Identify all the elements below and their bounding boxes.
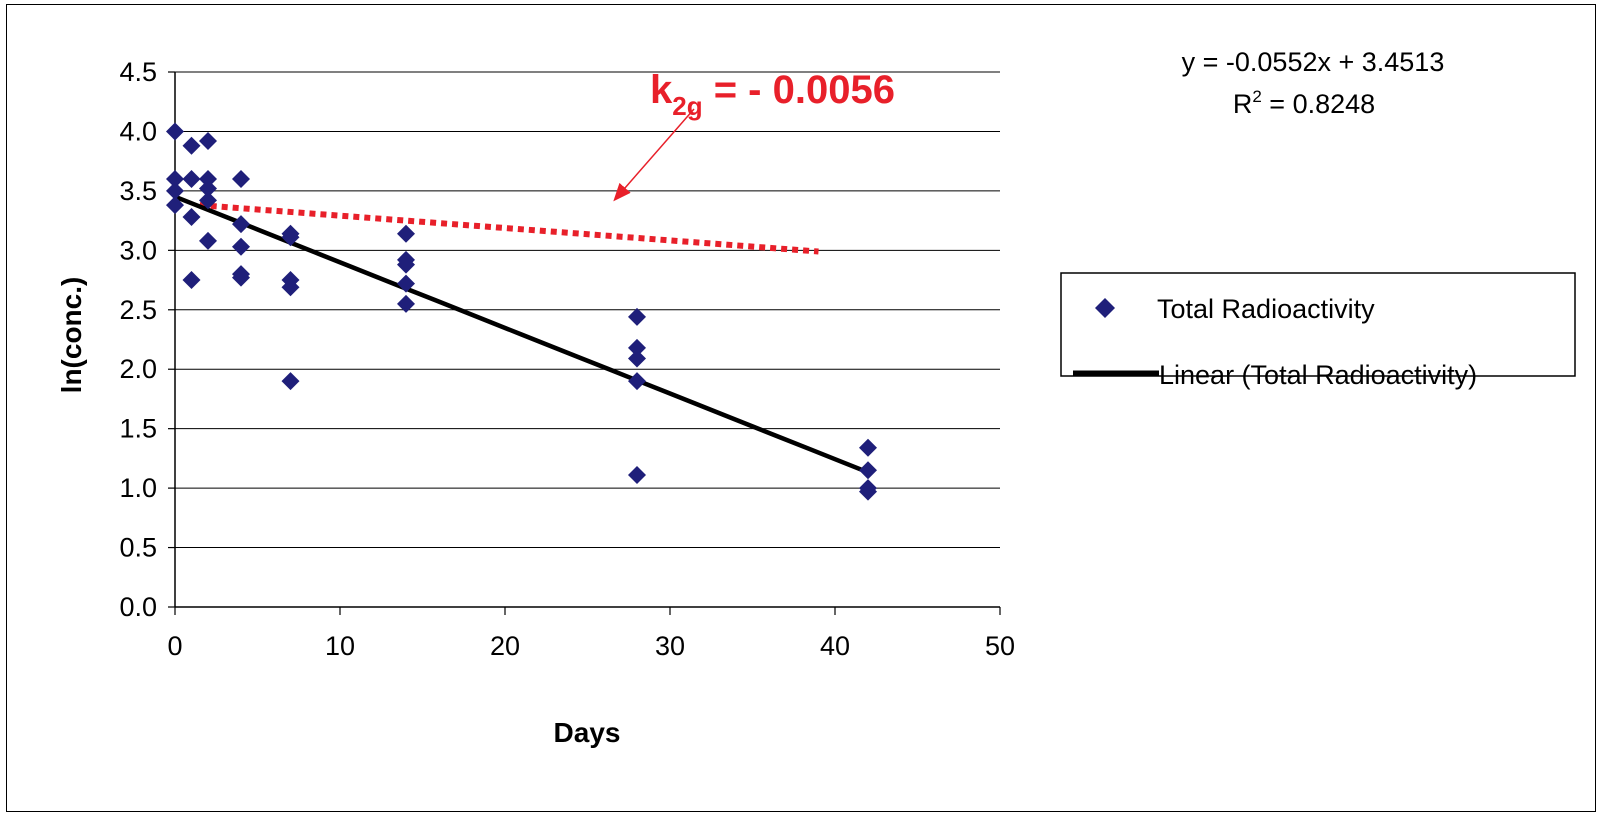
y-tick-label: 3.0 — [119, 235, 157, 265]
data-point — [199, 191, 217, 210]
data-point — [397, 224, 415, 243]
data-point — [281, 372, 300, 391]
data-points — [166, 122, 877, 501]
x-tick-label: 0 — [167, 631, 182, 661]
y-tick-label: 1.0 — [119, 473, 157, 503]
data-point — [281, 278, 300, 297]
k2g-arrow — [613, 108, 695, 202]
data-point — [182, 136, 201, 155]
y-axis-title: ln(conc.) — [56, 277, 87, 394]
y-tick-label: 2.0 — [119, 354, 157, 384]
data-point — [182, 208, 201, 227]
data-point — [232, 215, 250, 234]
data-point — [859, 438, 877, 457]
data-point — [859, 461, 877, 480]
data-point — [199, 179, 217, 198]
data-point — [628, 372, 646, 391]
linear-fit-line — [174, 194, 869, 475]
data-point — [628, 466, 646, 485]
annotations — [613, 108, 695, 202]
y-tick-label: 4.0 — [119, 116, 157, 146]
x-tick-label: 50 — [985, 631, 1015, 661]
legend: Total Radioactivity Linear (Total Radioa… — [1060, 272, 1576, 390]
x-tick-label: 40 — [820, 631, 850, 661]
k2g-dotted-line — [199, 202, 819, 255]
axes — [168, 71, 1001, 615]
y-tick-label: 4.5 — [119, 57, 157, 87]
x-axis-title: Days — [554, 717, 621, 748]
gridlines — [175, 71, 1000, 549]
x-tick-label: 10 — [325, 631, 355, 661]
k-label-value: = - 0.0056 — [703, 68, 895, 112]
data-point — [182, 170, 201, 188]
data-point — [199, 170, 217, 188]
data-point — [859, 482, 877, 501]
x-tick-label: 30 — [655, 631, 685, 661]
r-squared-prefix: R — [1233, 89, 1253, 119]
r-squared-value: = 0.8248 — [1262, 89, 1375, 119]
y-tick-label: 0.0 — [119, 592, 157, 622]
data-point — [397, 294, 415, 313]
data-point — [232, 237, 250, 256]
chart-canvas: 0.0 0.5 1.0 1.5 2.0 2.5 3.0 3.5 4.0 4.5 0 10 20 30 40 5… — [56, 47, 1576, 748]
data-point — [281, 228, 300, 247]
legend-item-linear-fit: Linear (Total Radioactivity) — [1159, 360, 1477, 390]
legend-box — [1060, 272, 1576, 377]
y-tick-label: 3.5 — [119, 176, 157, 206]
data-point — [199, 231, 217, 250]
data-point — [166, 170, 184, 188]
data-point — [397, 255, 415, 274]
data-point — [199, 131, 217, 150]
data-point — [628, 307, 646, 326]
trendline-equation: y = -0.0552x + 3.4513 — [1182, 47, 1445, 77]
data-point — [232, 170, 250, 188]
y-tick-label: 1.5 — [119, 414, 157, 444]
x-tick-label: 20 — [490, 631, 520, 661]
k-label-main: k — [650, 68, 673, 112]
k2g-label: k2g = - 0.0056 — [650, 68, 895, 121]
r-squared-label: R2 = 0.8248 — [1233, 87, 1375, 119]
k-label-subscript: 2g — [672, 91, 702, 121]
y-tick-label: 2.5 — [119, 295, 157, 325]
data-point — [628, 349, 646, 368]
data-point — [166, 196, 184, 215]
data-point — [166, 181, 184, 200]
tick-labels: 0.0 0.5 1.0 1.5 2.0 2.5 3.0 3.5 4.0 4.5 0 10 20 30 40 5… — [119, 57, 1015, 661]
y-tick-label: 0.5 — [119, 533, 157, 563]
trend-lines — [174, 194, 869, 475]
data-point — [182, 271, 201, 290]
data-point — [166, 122, 184, 141]
data-point — [397, 274, 415, 293]
r-squared-superscript: 2 — [1252, 87, 1261, 106]
data-point — [628, 338, 646, 357]
data-point — [232, 268, 250, 287]
legend-marker-diamond-icon — [1095, 298, 1115, 318]
chart-frame: 0.0 0.5 1.0 1.5 2.0 2.5 3.0 3.5 4.0 4.5 0 10 20 30 40 5… — [6, 4, 1596, 812]
legend-item-total-radioactivity: Total Radioactivity — [1157, 294, 1375, 324]
